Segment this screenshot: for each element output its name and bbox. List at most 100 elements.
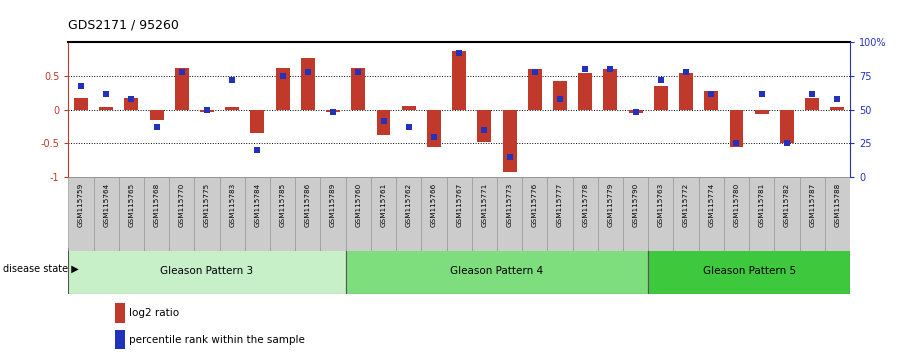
Point bbox=[629, 110, 643, 115]
Point bbox=[729, 141, 743, 146]
Text: GSM115782: GSM115782 bbox=[784, 183, 790, 227]
Bar bbox=[295, 177, 321, 251]
Bar bbox=[245, 177, 270, 251]
Bar bbox=[503, 110, 517, 172]
Point bbox=[200, 107, 214, 113]
Bar bbox=[548, 177, 573, 251]
Text: log2 ratio: log2 ratio bbox=[129, 308, 179, 318]
Bar bbox=[345, 177, 371, 251]
Bar bbox=[472, 177, 497, 251]
Text: GSM115771: GSM115771 bbox=[481, 183, 487, 227]
Text: GSM115760: GSM115760 bbox=[355, 183, 362, 227]
Bar bbox=[200, 110, 214, 113]
Bar bbox=[649, 177, 673, 251]
Bar bbox=[345, 248, 649, 294]
Text: GSM115772: GSM115772 bbox=[683, 183, 689, 227]
Text: GSM115759: GSM115759 bbox=[78, 183, 84, 227]
Point bbox=[553, 96, 568, 102]
Bar bbox=[831, 107, 844, 110]
Point bbox=[578, 67, 592, 72]
Text: GSM115762: GSM115762 bbox=[405, 183, 412, 227]
Bar bbox=[74, 98, 87, 110]
Bar bbox=[421, 177, 446, 251]
Text: GSM115775: GSM115775 bbox=[204, 183, 210, 227]
Bar bbox=[673, 177, 699, 251]
Bar bbox=[824, 177, 850, 251]
Bar bbox=[352, 68, 365, 110]
Point bbox=[603, 67, 618, 72]
Bar bbox=[270, 177, 295, 251]
Text: GSM115779: GSM115779 bbox=[608, 183, 613, 227]
Bar bbox=[99, 107, 113, 110]
Bar bbox=[629, 110, 642, 113]
Bar bbox=[225, 107, 240, 110]
Bar bbox=[94, 177, 118, 251]
Bar bbox=[326, 110, 340, 113]
Text: Gleason Pattern 3: Gleason Pattern 3 bbox=[160, 266, 253, 276]
Bar bbox=[115, 303, 125, 323]
Bar bbox=[649, 248, 850, 294]
Text: GSM115781: GSM115781 bbox=[759, 183, 764, 227]
Point bbox=[376, 118, 391, 123]
Bar bbox=[118, 177, 144, 251]
Point bbox=[477, 127, 492, 133]
Bar bbox=[276, 68, 290, 110]
Point bbox=[804, 91, 819, 96]
Point bbox=[502, 154, 517, 160]
Text: GDS2171 / 95260: GDS2171 / 95260 bbox=[68, 19, 179, 32]
Bar bbox=[805, 98, 819, 110]
Text: GSM115777: GSM115777 bbox=[557, 183, 563, 227]
Text: GSM115787: GSM115787 bbox=[809, 183, 815, 227]
Text: GSM115768: GSM115768 bbox=[154, 183, 159, 227]
Text: Gleason Pattern 4: Gleason Pattern 4 bbox=[450, 266, 544, 276]
Point bbox=[225, 77, 240, 83]
Bar bbox=[169, 177, 194, 251]
Text: GSM115784: GSM115784 bbox=[254, 183, 261, 227]
Text: GSM115780: GSM115780 bbox=[733, 183, 740, 227]
Bar bbox=[68, 248, 345, 294]
Point bbox=[74, 83, 88, 88]
Bar bbox=[376, 110, 391, 135]
Bar bbox=[446, 177, 472, 251]
Bar bbox=[497, 177, 522, 251]
Text: GSM115786: GSM115786 bbox=[305, 183, 311, 227]
Text: GSM115788: GSM115788 bbox=[834, 183, 840, 227]
Bar bbox=[402, 106, 415, 110]
Point bbox=[149, 124, 164, 130]
Point bbox=[704, 91, 719, 96]
Bar bbox=[194, 177, 220, 251]
Point bbox=[326, 110, 341, 115]
Bar bbox=[623, 177, 649, 251]
Point bbox=[527, 69, 542, 75]
Bar bbox=[477, 110, 491, 142]
Bar bbox=[427, 110, 441, 147]
Text: GSM115778: GSM115778 bbox=[582, 183, 589, 227]
Bar bbox=[598, 177, 623, 251]
Bar bbox=[144, 177, 169, 251]
Text: GSM115766: GSM115766 bbox=[431, 183, 437, 227]
Point bbox=[175, 69, 189, 75]
Bar bbox=[371, 177, 396, 251]
Point bbox=[124, 96, 138, 102]
Bar bbox=[321, 177, 345, 251]
Bar bbox=[578, 73, 592, 110]
Text: disease state ▶: disease state ▶ bbox=[3, 264, 78, 274]
Point bbox=[275, 73, 290, 79]
Bar bbox=[149, 110, 163, 120]
Bar bbox=[452, 51, 466, 110]
Text: GSM115790: GSM115790 bbox=[632, 183, 639, 227]
Bar bbox=[730, 110, 743, 147]
Point bbox=[452, 50, 466, 56]
Point bbox=[754, 91, 769, 96]
Bar bbox=[125, 98, 138, 110]
Text: Gleason Pattern 5: Gleason Pattern 5 bbox=[702, 266, 795, 276]
Text: GSM115785: GSM115785 bbox=[280, 183, 286, 227]
Bar bbox=[251, 110, 264, 133]
Text: GSM115776: GSM115776 bbox=[532, 183, 537, 227]
Point bbox=[830, 96, 844, 102]
Text: GSM115765: GSM115765 bbox=[128, 183, 134, 227]
Bar bbox=[573, 177, 598, 251]
Text: percentile rank within the sample: percentile rank within the sample bbox=[129, 335, 305, 345]
Bar bbox=[699, 177, 724, 251]
Bar bbox=[780, 110, 793, 143]
